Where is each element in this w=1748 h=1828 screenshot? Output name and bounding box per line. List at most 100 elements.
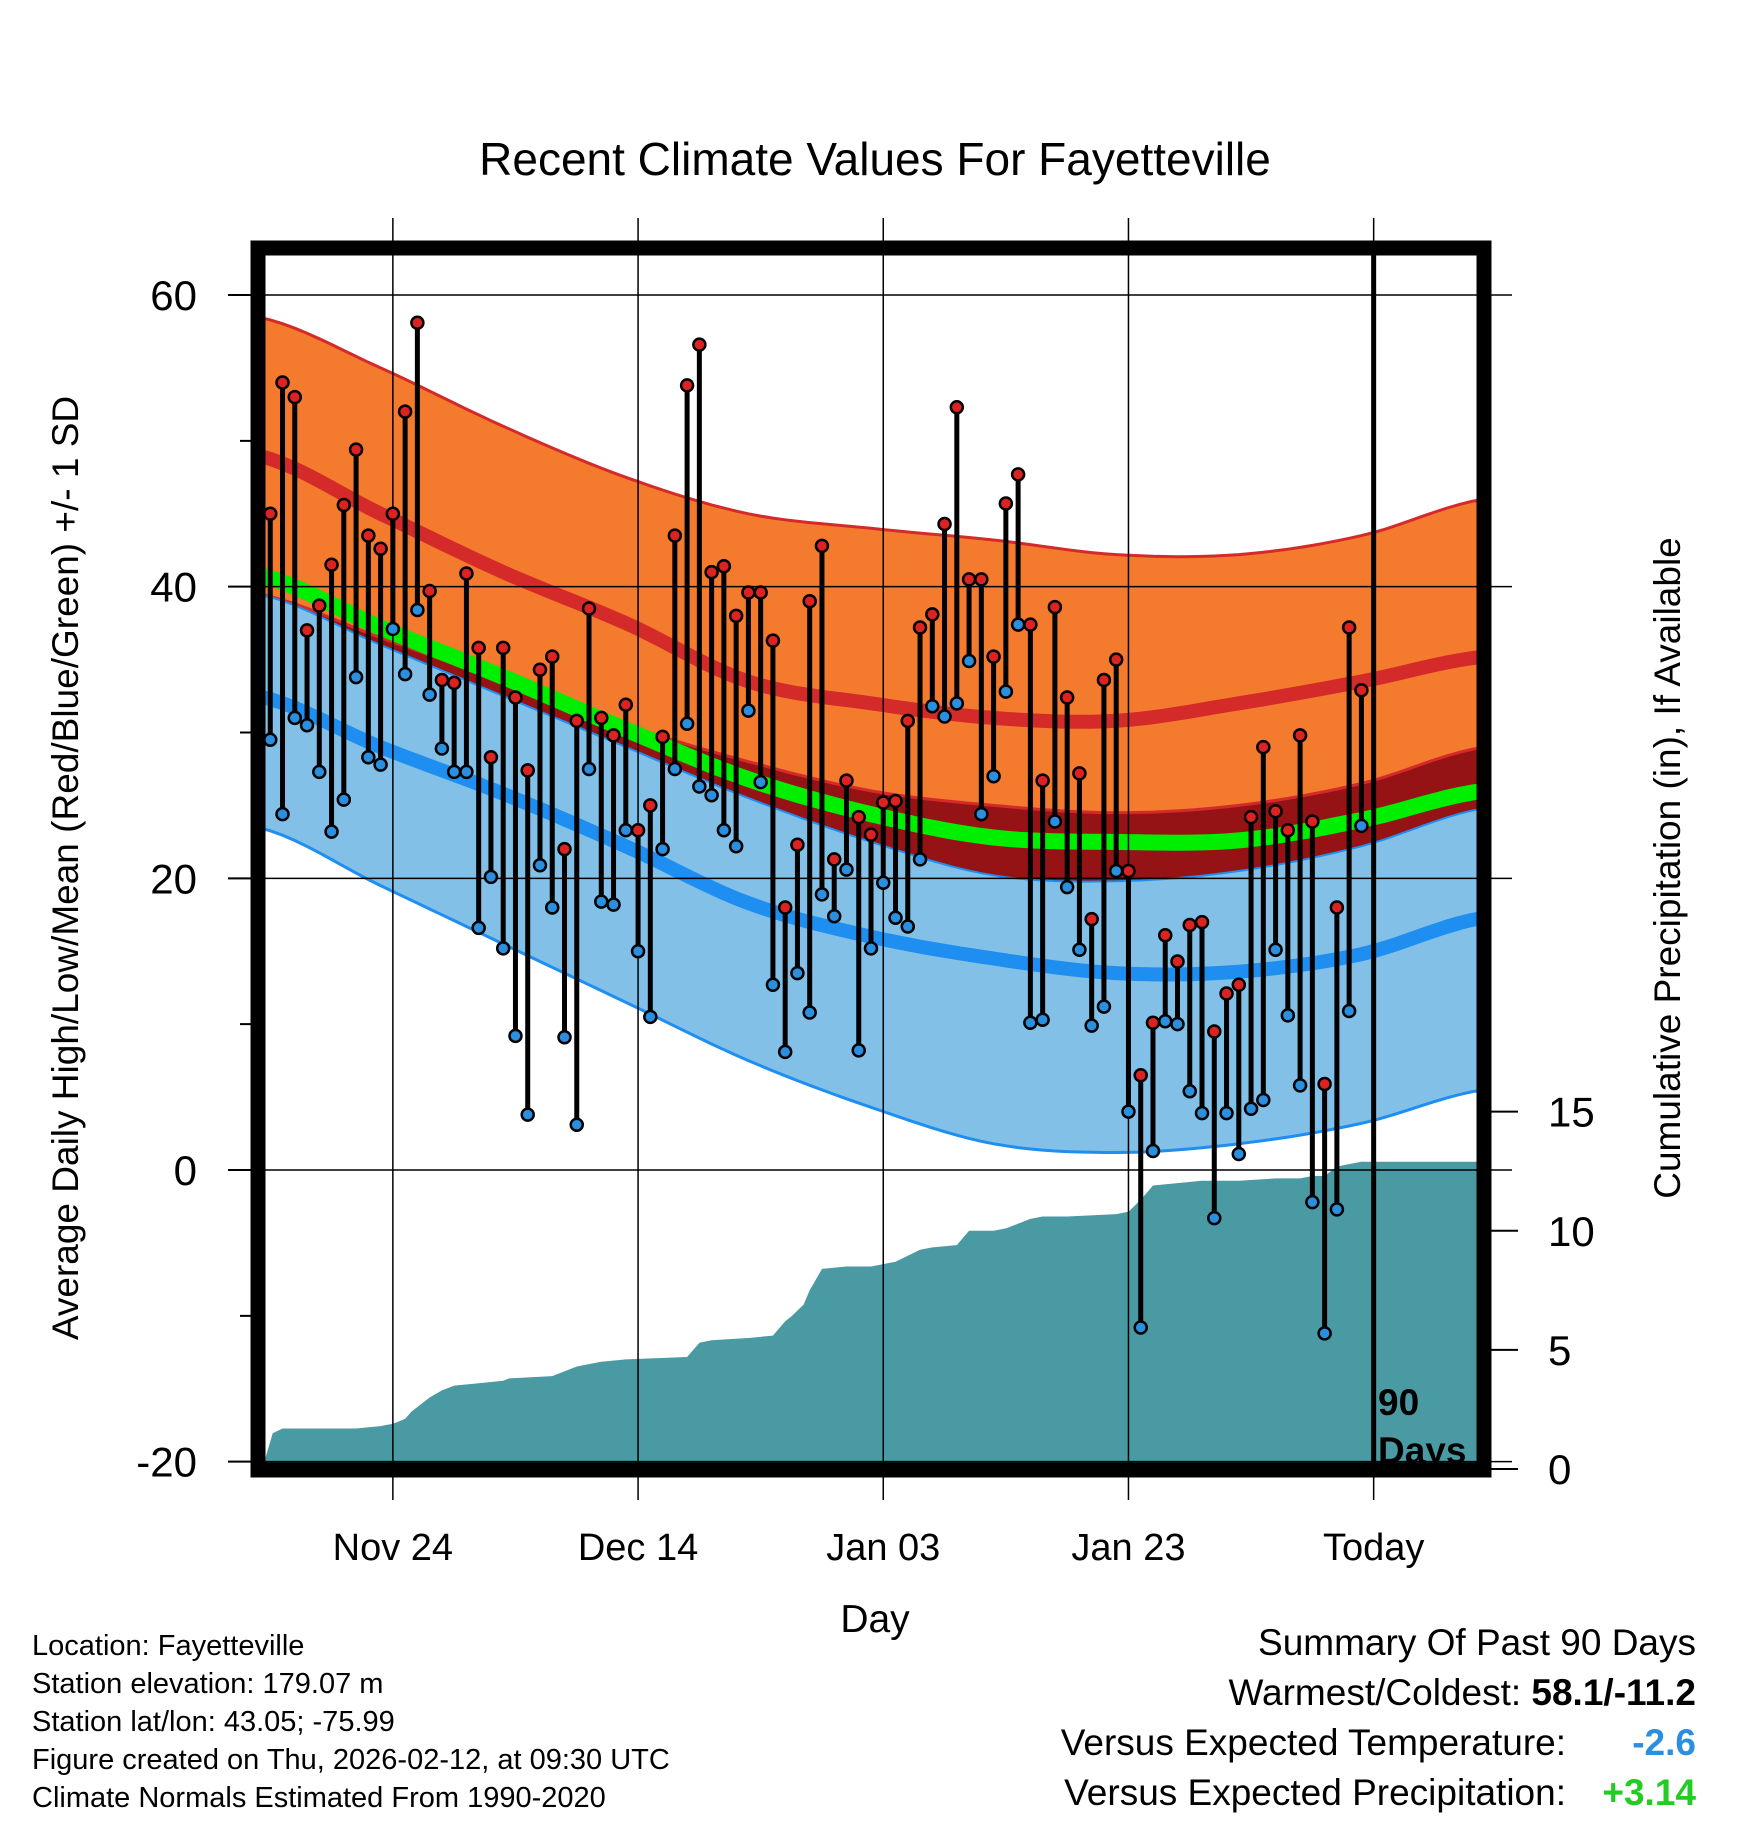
low-dot — [728, 839, 744, 854]
low-dot — [569, 1117, 585, 1133]
high-dot — [753, 585, 768, 600]
low-dot — [667, 761, 683, 777]
low-dot — [1023, 1015, 1038, 1030]
high-dot — [1256, 739, 1271, 755]
high-dot — [1207, 1024, 1222, 1039]
low-dot — [581, 761, 597, 777]
high-dot — [1023, 617, 1038, 632]
low-dot — [263, 732, 278, 748]
high-dot — [1231, 977, 1247, 993]
high-dot — [471, 640, 486, 656]
low-dot — [618, 822, 634, 838]
high-dot — [630, 822, 646, 838]
low-dot — [937, 709, 952, 724]
low-dot — [1317, 1326, 1332, 1341]
low-dot — [753, 774, 768, 790]
low-dot — [520, 1107, 535, 1122]
low-dot — [900, 919, 916, 934]
low-dot — [1084, 1018, 1099, 1033]
high-dot — [1268, 804, 1283, 819]
high-dot — [324, 557, 339, 573]
high-mean-line — [256, 448, 1485, 729]
high-dot — [851, 809, 866, 825]
low-dot — [839, 862, 854, 877]
high-dot — [299, 623, 315, 638]
low-dot — [777, 1044, 793, 1060]
high-dot — [912, 620, 928, 635]
low-dot — [275, 806, 290, 822]
low-dot — [1280, 1008, 1296, 1023]
y-tick-label: 0 — [174, 1147, 197, 1194]
low-dot — [814, 887, 830, 902]
high-dot — [839, 773, 854, 788]
y-tick-label: 20 — [150, 855, 197, 902]
low-dot — [336, 792, 352, 807]
high-dot — [1010, 467, 1026, 482]
precip-area — [262, 1161, 1484, 1469]
high-dot — [814, 538, 830, 554]
low-dot — [716, 822, 732, 838]
low-dot — [348, 669, 364, 685]
x-tick-label: Dec 14 — [578, 1527, 698, 1569]
low-dot — [961, 653, 977, 669]
low-dot — [410, 602, 425, 618]
high-dot — [594, 710, 609, 726]
low-dot — [802, 1005, 817, 1020]
high-dot — [1194, 914, 1210, 930]
location-text: Location: Fayetteville — [32, 1630, 305, 1662]
y-tick-label: 40 — [150, 564, 197, 611]
high-dot — [263, 506, 278, 521]
low-dot — [495, 941, 511, 956]
temp-departure-value: -2.6 — [1632, 1722, 1696, 1763]
high-dot — [1145, 1015, 1161, 1030]
low-dot — [483, 869, 499, 885]
y-tick-label: 60 — [150, 272, 197, 319]
high-dot — [361, 528, 376, 543]
chart-title: Recent Climate Values For Fayetteville — [479, 133, 1271, 185]
low-lower-edge — [257, 825, 1485, 1154]
low-dot — [287, 710, 303, 726]
high-dot — [1059, 690, 1075, 705]
high-dot — [900, 713, 916, 729]
low-dot — [606, 897, 621, 912]
high-dot — [373, 541, 388, 556]
high-dot — [986, 649, 1001, 664]
high-dot — [949, 400, 965, 415]
high-dot — [1157, 927, 1173, 943]
high-dot — [925, 607, 940, 622]
high-dot — [863, 827, 879, 842]
high-dot — [312, 598, 327, 613]
high-dot — [937, 516, 952, 532]
x-axis-label: Day — [840, 1598, 910, 1641]
precip-tick-label: 0 — [1548, 1446, 1571, 1493]
low-dot — [373, 757, 388, 772]
low-dot — [1010, 617, 1026, 632]
low-dot — [471, 920, 486, 936]
latlon-text: Station lat/lon: 43.05; -75.99 — [32, 1706, 395, 1738]
low-dot — [1219, 1105, 1234, 1121]
low-dot — [692, 779, 707, 794]
high-dot — [336, 497, 352, 513]
precip-departure-row: Versus Expected Precipitation: +3.14 — [1061, 1768, 1696, 1818]
low-dot — [385, 621, 401, 637]
low-dot — [888, 910, 903, 925]
high-dot — [1341, 620, 1357, 635]
low-dot — [1145, 1143, 1161, 1159]
high-dot — [728, 608, 744, 624]
frame-rect — [250, 240, 1492, 1478]
low-dot — [422, 687, 437, 702]
low-dot — [1035, 1012, 1050, 1028]
high-dot — [790, 837, 805, 853]
low-dot — [397, 666, 413, 682]
warmest-coldest-row: Warmest/Coldest: 58.1/-11.2 — [1061, 1668, 1696, 1718]
low-dot — [1305, 1194, 1320, 1210]
high-dot — [741, 585, 756, 600]
low-dot — [1047, 814, 1063, 829]
low-dot — [1354, 818, 1369, 834]
high-dot — [1133, 1067, 1148, 1083]
low-dot — [1194, 1105, 1210, 1121]
high-dot — [348, 442, 364, 457]
daily-dots — [263, 315, 1369, 1341]
high-dot — [520, 763, 535, 778]
low-dot — [655, 841, 670, 857]
